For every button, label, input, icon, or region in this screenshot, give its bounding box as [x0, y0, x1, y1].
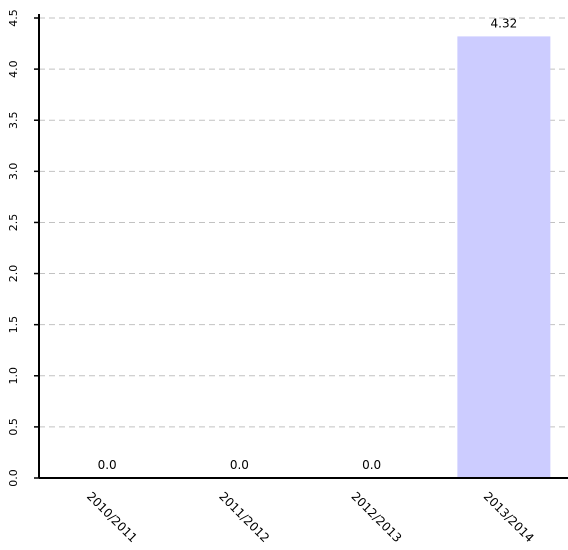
- y-tick-label: 2.0: [7, 265, 20, 283]
- y-tick-label: 0.5: [7, 418, 20, 436]
- bar-value-label: 0.0: [362, 458, 381, 472]
- y-tick-label: 3.0: [7, 163, 20, 181]
- x-category-label: 2012/2013: [348, 489, 404, 545]
- bar-value-label: 4.32: [491, 16, 518, 30]
- axis-layer: [34, 14, 568, 479]
- y-tick-label: 1.0: [7, 367, 20, 385]
- y-tick-label: 4.0: [7, 60, 20, 78]
- x-category-label: 2010/2011: [84, 489, 140, 545]
- bar-layer: [60, 36, 551, 479]
- x-category-label: 2013/2014: [481, 489, 537, 545]
- y-tick-label: 4.5: [7, 9, 20, 27]
- y-tick-label: 1.5: [7, 316, 20, 334]
- label-layer: 0.0 0.5 1.0 1.5 2.0 2.5 3.0 3.5 4.0 4.5 0.0 2010/20…: [7, 9, 537, 545]
- y-tick-label: 2.5: [7, 214, 20, 232]
- bar-value-label: 0.0: [98, 458, 117, 472]
- y-tick-label: 3.5: [7, 111, 20, 129]
- bar: [457, 36, 551, 479]
- bar-value-label: 0.0: [230, 458, 249, 472]
- y-tick-label: 0.0: [7, 469, 20, 487]
- x-category-label: 2011/2012: [216, 489, 272, 545]
